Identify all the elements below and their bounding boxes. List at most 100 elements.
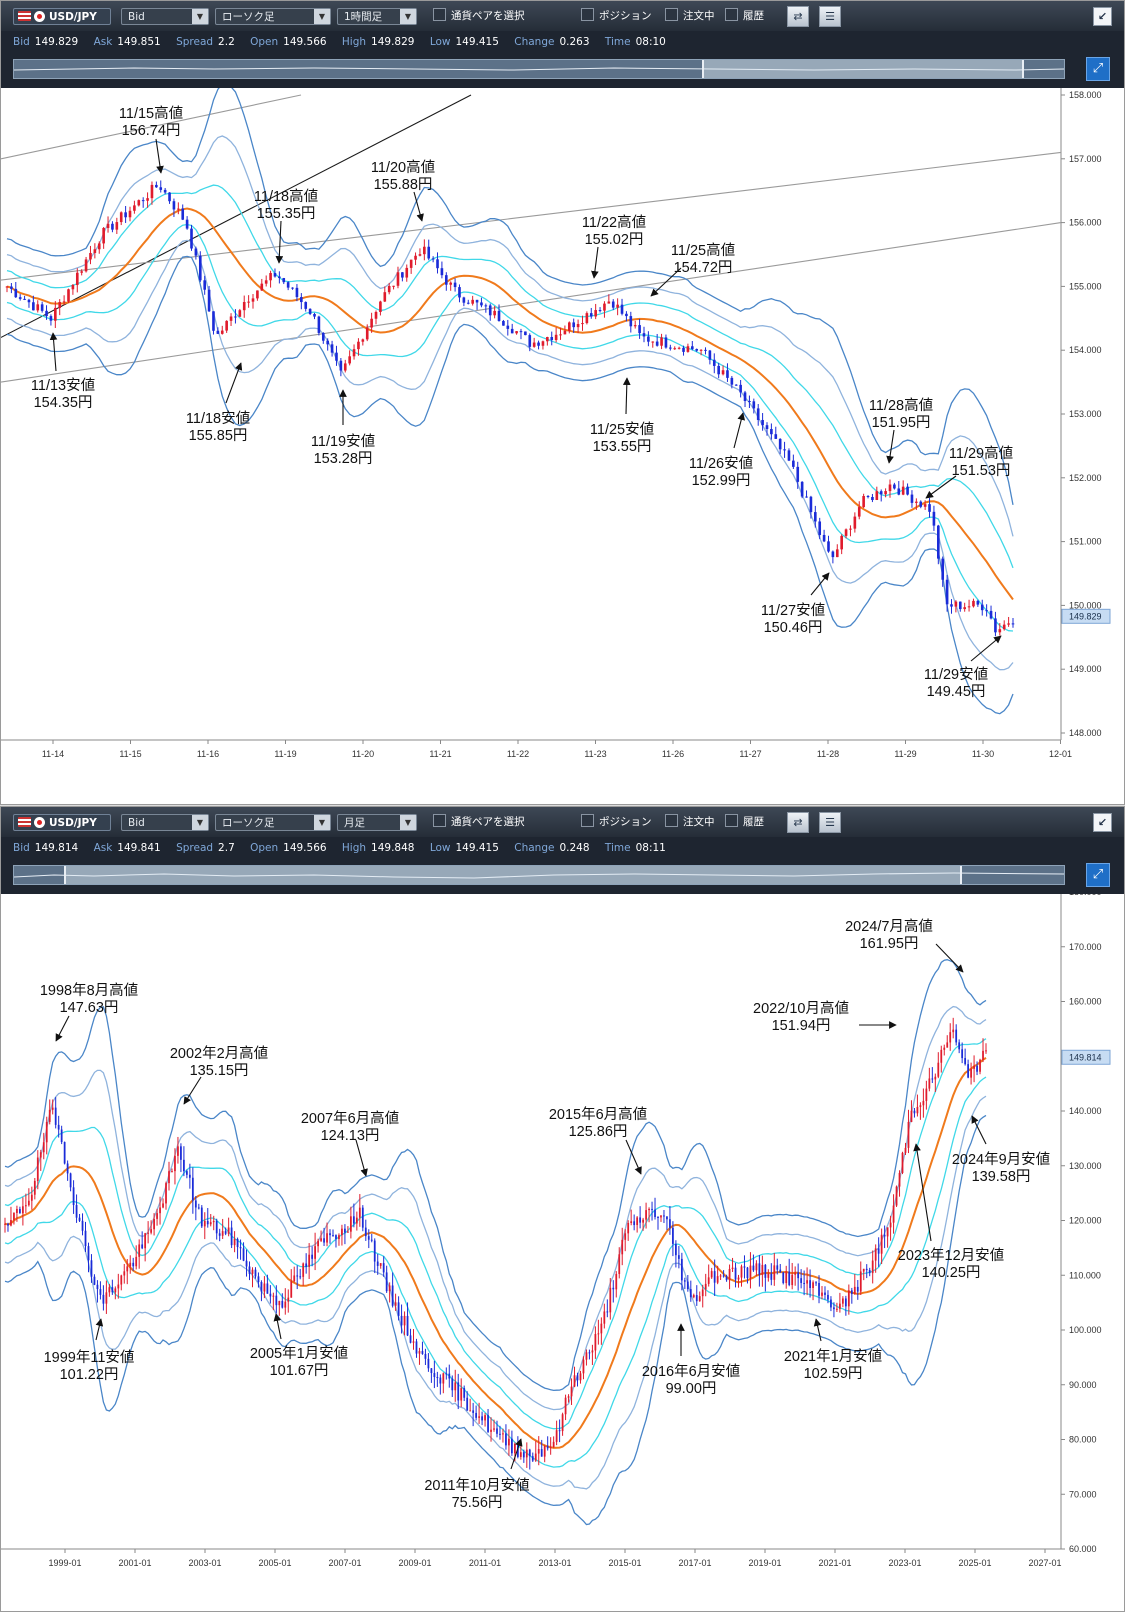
chart-tool-button[interactable]: ⇄ (787, 6, 809, 27)
currency-pair-button[interactable]: USD/JPY (13, 814, 111, 831)
annotation-price: 140.25円 (922, 1265, 981, 1281)
x-tick-label: 2025-01 (958, 1558, 991, 1568)
candle-body (937, 1062, 940, 1077)
y-tick-label: 155.000 (1069, 281, 1102, 291)
hourly-candlestick-chart[interactable]: 158.000 157.000 156.000 155.000 154.000 153.0… (1, 88, 1124, 804)
annotation-title: 2022/10月高値 (753, 1000, 849, 1017)
candle-body (581, 323, 584, 325)
select-pair-toggle[interactable]: 通貨ペアを選択 (433, 814, 525, 831)
currency-pair-button[interactable]: USD/JPY (13, 8, 111, 25)
y-tick-label: 157.000 (1069, 154, 1102, 164)
candle-body (436, 1377, 439, 1379)
candle-body (254, 1269, 257, 1277)
chart-type-select[interactable]: ローソク足 ▼ (215, 8, 331, 25)
candle-body (405, 267, 409, 278)
navigator-scrollbar[interactable] (13, 59, 1065, 79)
candle-body (115, 222, 119, 230)
candle-body (308, 1254, 311, 1267)
candle-body (630, 1221, 633, 1223)
position-toggle[interactable]: ポジション (581, 8, 652, 25)
candle-body (782, 1272, 785, 1284)
candle-body (558, 1430, 561, 1432)
navigator-scrollbar[interactable] (13, 865, 1065, 885)
candle-body (906, 486, 909, 495)
chart-type-select[interactable]: ローソク足 ▼ (215, 814, 331, 831)
candle-body (572, 322, 576, 328)
candle-body (227, 1227, 230, 1234)
chevron-down-icon: ▼ (192, 9, 208, 24)
candle-body (915, 501, 918, 503)
candle-body (528, 335, 532, 347)
candle-body (907, 1121, 910, 1148)
history-toggle[interactable]: 履歴 (725, 8, 764, 25)
candle-body (954, 601, 958, 607)
price-side-select[interactable]: Bid ▼ (121, 8, 209, 25)
candle-body (550, 337, 554, 341)
annotation-arrow (225, 362, 243, 404)
collapse-button[interactable]: ↙ (1093, 813, 1112, 832)
candle-body (493, 1428, 495, 1430)
candle-body (36, 1157, 39, 1181)
current-price-tag (1061, 1049, 1111, 1065)
annotation-arrow (935, 943, 964, 973)
candle-body (690, 346, 694, 350)
plot-area (1, 88, 1061, 740)
candle-body (394, 1302, 397, 1306)
candle-body (376, 1261, 379, 1266)
candle-body (937, 525, 940, 559)
orders-toggle[interactable]: 注文中 (665, 814, 715, 831)
moving-average-line (4, 1057, 987, 1449)
y-tick-label: 80.000 (1069, 1435, 1097, 1445)
candle-body (75, 1205, 78, 1218)
candle-body (373, 1240, 376, 1262)
annotation-arrow (510, 1438, 523, 1470)
annotation-title: 2005年1月安値 (250, 1345, 348, 1362)
trend-line (1, 222, 1062, 383)
zoom-button[interactable]: ⤢ (1086, 57, 1110, 81)
candle-body (967, 606, 971, 608)
collapse-button[interactable]: ↙ (1093, 7, 1112, 26)
orders-toggle[interactable]: 注文中 (665, 8, 715, 25)
annotation-price: 151.94円 (772, 1018, 831, 1034)
annotation-price: 102.59円 (804, 1366, 863, 1382)
candle-body (174, 1155, 176, 1172)
candle-body (510, 328, 514, 334)
candle-body (791, 1274, 794, 1286)
bid-label: Bid (13, 842, 30, 854)
candle-body (484, 1415, 486, 1421)
select-pair-toggle[interactable]: 通貨ペアを選択 (433, 8, 525, 25)
navigator-range-handle[interactable] (702, 60, 1024, 78)
candle-body (871, 497, 874, 501)
settings-list-icon: ☰ (825, 816, 835, 829)
candle-body (952, 1029, 955, 1033)
candle-body (669, 1219, 671, 1228)
annotation-title: 11/18高値 (254, 188, 318, 205)
candle-body (236, 1239, 239, 1248)
candle-body (555, 1430, 558, 1442)
candle-body (352, 1216, 355, 1224)
chart-settings-button[interactable]: ☰ (819, 6, 841, 27)
chart-tool-button[interactable]: ⇄ (787, 812, 809, 833)
navigator-range-handle[interactable] (64, 866, 962, 884)
timeframe-select[interactable]: 月足 ▼ (337, 814, 417, 831)
candle-body (238, 310, 242, 317)
y-tick-label: 90.000 (1069, 1380, 1097, 1390)
candle-body (433, 1373, 436, 1378)
price-side-select[interactable]: Bid ▼ (121, 814, 209, 831)
candle-body (567, 322, 571, 331)
candle-body (943, 1047, 946, 1050)
candle-body (796, 466, 800, 482)
chart-settings-button[interactable]: ☰ (819, 812, 841, 833)
candle-body (159, 187, 163, 190)
candle-body (588, 1352, 591, 1354)
zoom-button[interactable]: ⤢ (1086, 863, 1110, 887)
candle-body (853, 516, 857, 529)
monthly-candlestick-chart[interactable]: 180.000170.000160.000150.000140.000130.0… (1, 894, 1124, 1611)
position-toggle[interactable]: ポジション (581, 814, 652, 831)
candle-body (63, 1142, 66, 1164)
history-toggle[interactable]: 履歴 (725, 814, 764, 831)
timeframe-select[interactable]: 1時間足 ▼ (337, 8, 417, 25)
candle-body (809, 496, 813, 513)
candle-body (967, 1064, 970, 1078)
band-3sigma-lower (4, 1114, 987, 1526)
